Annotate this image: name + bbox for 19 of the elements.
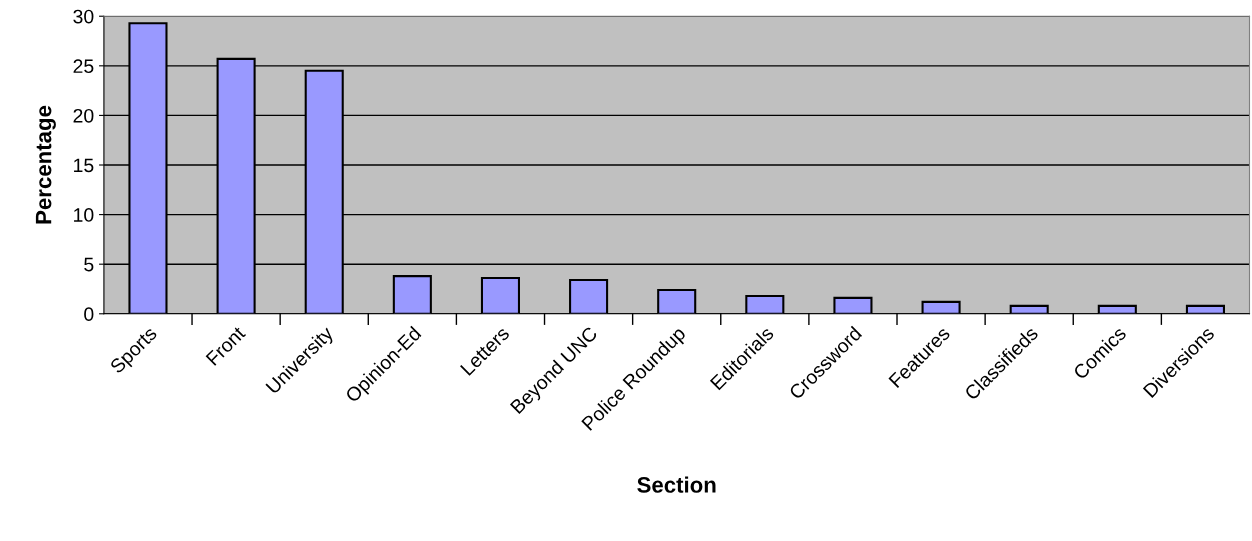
bar [1185,304,1225,314]
y-tick-label: 15 [74,158,94,173]
bar [657,288,697,314]
y-tick-label: 20 [73,108,94,123]
bar [392,275,432,314]
y-tick-label: 10 [74,208,94,222]
bar [921,300,961,314]
y-tick-label: 5 [84,257,94,272]
y-axis-title: Percentage [35,105,56,224]
bar [745,294,785,314]
y-tick-label: 25 [73,59,94,74]
bar [480,277,521,314]
x-axis-title: Section [637,476,716,493]
bar [1009,304,1049,314]
y-tick-label: 30 [73,9,94,24]
bar [569,279,609,314]
bar [1097,304,1137,314]
y-tick-label: 0 [84,307,94,322]
bar [833,296,873,314]
